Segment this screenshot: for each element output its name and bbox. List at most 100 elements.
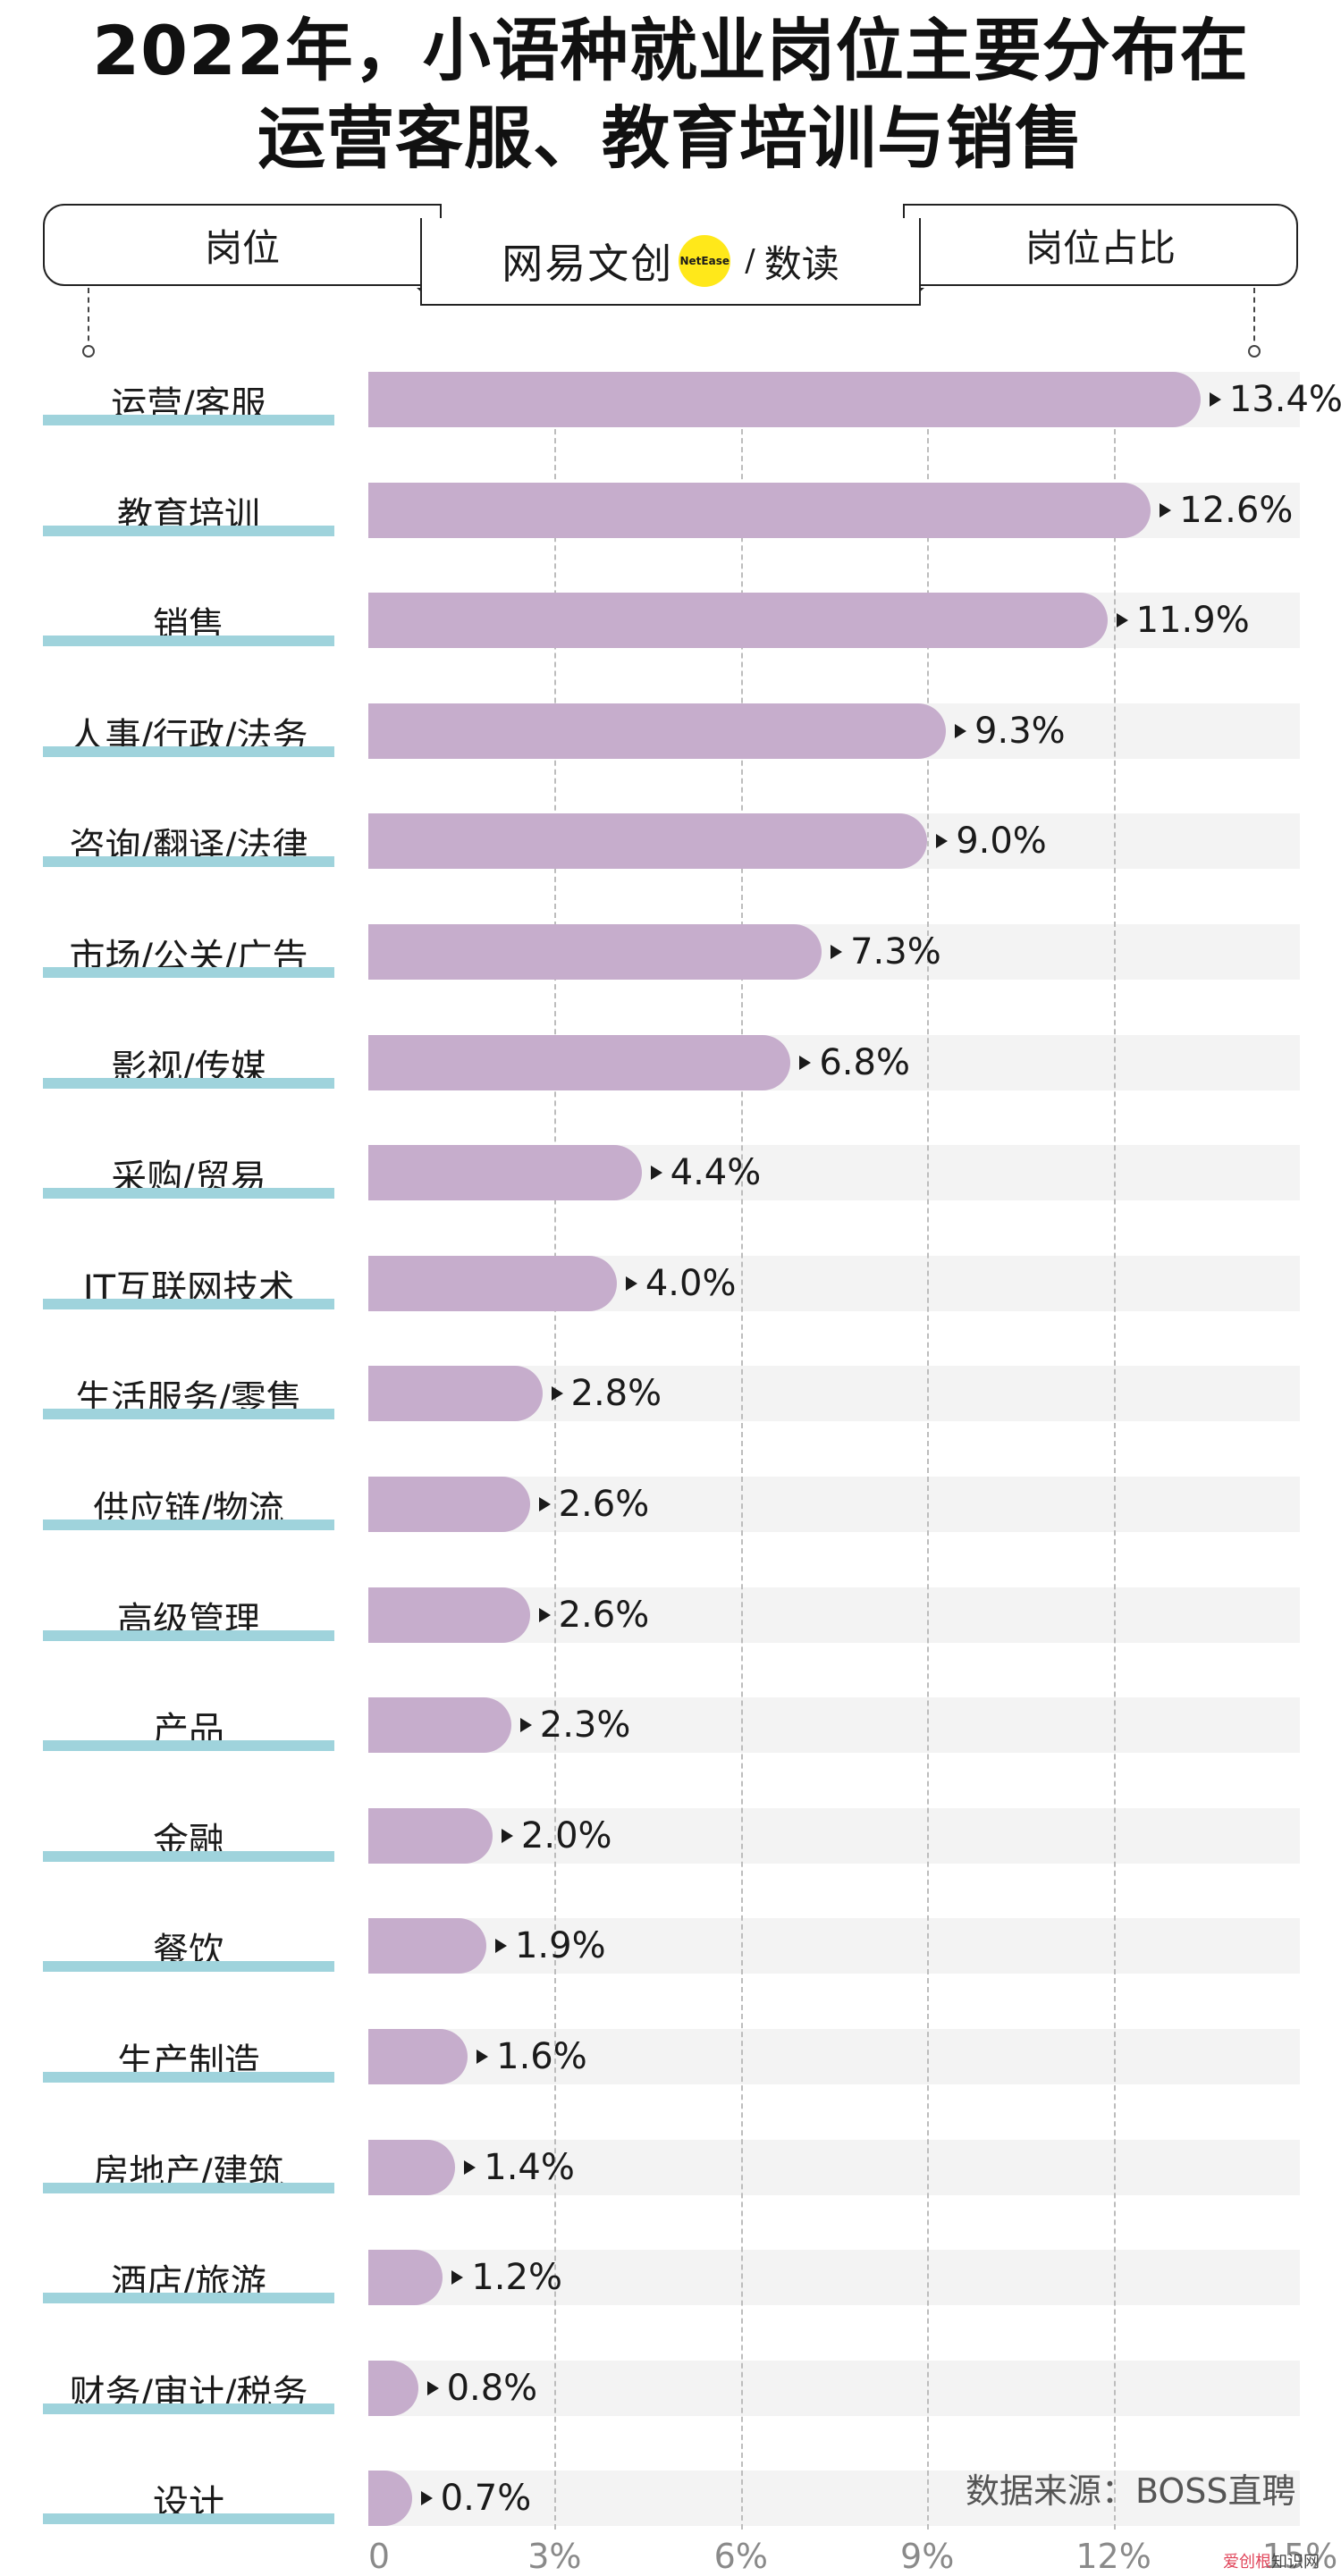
category-underline — [43, 1629, 334, 1641]
bar-track — [368, 1807, 1300, 1864]
value-label: 1.9% — [514, 1925, 606, 1967]
bar — [368, 593, 1108, 649]
x-tick-label: 0 — [367, 2537, 391, 2576]
value-pointer-icon — [538, 1607, 551, 1622]
category-underline — [43, 525, 334, 536]
bar — [368, 1807, 493, 1864]
value-pointer-icon — [551, 1386, 563, 1402]
value-label: 6.8% — [819, 1041, 910, 1083]
logo-separator: / — [745, 243, 755, 279]
x-tick-label: 6% — [713, 2537, 768, 2576]
bar — [368, 1697, 511, 1754]
bar-track — [368, 2250, 1300, 2306]
bar — [368, 1034, 791, 1090]
gridline — [927, 384, 930, 2530]
watermark-part-1: 爱创根 — [1223, 2553, 1271, 2572]
value-pointer-icon — [426, 2380, 439, 2395]
value-pointer-icon — [831, 945, 843, 959]
category-underline — [43, 1077, 334, 1089]
category-underline — [43, 2513, 334, 2525]
bar — [368, 2139, 456, 2195]
header-left-dashed-tick — [88, 288, 89, 350]
value-label: 9.3% — [974, 710, 1066, 752]
value-label: 13.4% — [1228, 379, 1341, 420]
value-pointer-icon — [1116, 613, 1128, 628]
bar-track — [368, 2029, 1300, 2084]
bar-track — [368, 1918, 1300, 1974]
value-pointer-icon — [936, 834, 949, 849]
bar — [368, 703, 947, 759]
category-underline — [43, 2293, 334, 2304]
watermark-part-2: 知识网 — [1271, 2553, 1320, 2572]
value-pointer-icon — [477, 2050, 489, 2064]
x-tick-label: 15% — [1261, 2537, 1338, 2576]
value-pointer-icon — [519, 1718, 532, 1733]
bar — [368, 1366, 543, 1422]
category-underline — [43, 1298, 334, 1309]
bar-track — [368, 2139, 1300, 2195]
value-pointer-icon — [464, 2159, 477, 2175]
value-label: 9.0% — [956, 821, 1047, 863]
value-label: 2.6% — [558, 1484, 650, 1525]
logo-sub-text: 数读 — [763, 241, 839, 286]
value-pointer-icon — [1160, 502, 1172, 518]
value-label: 2.8% — [570, 1373, 662, 1415]
value-label: 2.3% — [539, 1705, 631, 1747]
bar — [368, 482, 1151, 538]
category-underline — [43, 1409, 334, 1420]
logo-brand-text: 网易文创 — [502, 240, 674, 288]
category-underline — [43, 1188, 334, 1200]
value-pointer-icon — [625, 1275, 637, 1291]
bar — [368, 924, 822, 980]
gridline — [554, 384, 557, 2530]
x-tick-label: 12% — [1075, 2537, 1151, 2576]
value-label: 0.8% — [446, 2367, 538, 2409]
value-pointer-icon — [538, 1497, 551, 1511]
value-label: 2.6% — [558, 1594, 650, 1636]
title-line-1: 2022年，小语种就业岗位主要分布在 — [92, 11, 1249, 90]
category-underline — [43, 636, 334, 647]
value-pointer-icon — [501, 1828, 513, 1843]
data-source: 数据来源：BOSS直聘 — [966, 2471, 1296, 2511]
value-label: 0.7% — [440, 2478, 532, 2520]
watermark: 爱创根知识网 — [1223, 2549, 1320, 2572]
value-pointer-icon — [799, 1055, 812, 1070]
bar-track — [368, 2471, 1300, 2527]
bar — [368, 2360, 418, 2416]
title-line-2: 运营客服、教育培训与销售 — [257, 98, 1084, 178]
bar — [368, 1255, 617, 1311]
chart-title: 2022年，小语种就业岗位主要分布在 运营客服、教育培训与销售 — [0, 7, 1341, 182]
bar — [368, 1477, 530, 1532]
bar — [368, 2029, 468, 2084]
category-underline — [43, 967, 334, 978]
bar — [368, 1145, 642, 1201]
category-underline — [43, 1520, 334, 1530]
bar-track — [368, 2360, 1300, 2416]
logo-netease-badge: NetEase — [679, 235, 731, 287]
value-label: 12.6% — [1179, 489, 1294, 531]
bar — [368, 2471, 412, 2527]
category-underline — [43, 1850, 334, 1862]
value-label: 4.4% — [670, 1152, 762, 1194]
value-label: 11.9% — [1135, 600, 1250, 642]
value-pointer-icon — [420, 2491, 433, 2506]
value-label: 1.6% — [496, 2036, 587, 2077]
value-pointer-icon — [955, 723, 967, 738]
x-tick-label: 3% — [527, 2537, 582, 2576]
bar — [368, 1587, 530, 1643]
x-tick-label: 9% — [900, 2537, 955, 2576]
value-pointer-icon — [1209, 392, 1221, 407]
gridline — [1113, 384, 1116, 2530]
value-label: 2.0% — [520, 1814, 612, 1856]
column-header-share: 岗位占比 — [903, 204, 1298, 286]
value-label: 1.2% — [471, 2257, 562, 2299]
gridline — [740, 384, 743, 2530]
category-underline — [43, 2403, 334, 2414]
category-underline — [43, 2182, 334, 2193]
header-left-dot — [82, 345, 95, 358]
value-pointer-icon — [494, 1939, 507, 1954]
value-pointer-icon — [451, 2270, 464, 2286]
header-right-dot — [1248, 345, 1261, 358]
category-underline — [43, 1740, 334, 1752]
category-underline — [43, 856, 334, 868]
